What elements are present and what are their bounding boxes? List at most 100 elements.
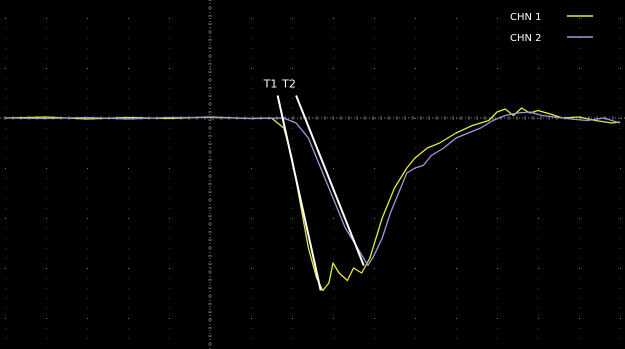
grid-dot [46, 268, 47, 269]
grid-dot [579, 48, 580, 49]
grid-dot [46, 308, 47, 309]
grid-dot [415, 298, 416, 299]
grid-dot [46, 258, 47, 259]
grid-dot [5, 148, 6, 149]
grid-dot [620, 98, 621, 99]
grid-dot [579, 288, 580, 289]
grid-dot [128, 68, 129, 69]
grid-dot [251, 168, 252, 169]
grid-dot [46, 328, 47, 329]
grid-dot [169, 138, 170, 139]
grid-dot [620, 48, 621, 49]
grid-dot [538, 168, 539, 169]
grid-dot [5, 18, 6, 19]
annotation-label-t2: T2 [281, 78, 296, 91]
grid-dot [292, 68, 293, 69]
grid-dot [251, 248, 252, 249]
grid-dot [128, 148, 129, 149]
grid-dot [620, 188, 621, 189]
grid-dot [128, 188, 129, 189]
grid-dot [333, 158, 334, 159]
grid-dot [169, 218, 170, 219]
grid-dot [620, 18, 621, 19]
grid-dot [292, 248, 293, 249]
grid-dot [456, 258, 457, 259]
grid-dot [169, 188, 170, 189]
grid-dot [251, 48, 252, 49]
grid-dot [497, 168, 498, 169]
grid-dot [579, 68, 580, 69]
grid-dot [374, 218, 375, 219]
grid-dot [579, 148, 580, 149]
grid-dot [5, 208, 6, 209]
grid-dot [333, 208, 334, 209]
grid-dot [292, 328, 293, 329]
grid-dot [374, 168, 375, 169]
grid-dot [333, 178, 334, 179]
grid-dot [128, 98, 129, 99]
grid-dot [374, 38, 375, 39]
grid-dot [251, 78, 252, 79]
grid-dot [128, 328, 129, 329]
grid-dot [169, 18, 170, 19]
grid-dot [538, 108, 539, 109]
grid-dot [251, 88, 252, 89]
grid-dot [497, 128, 498, 129]
grid-dot [210, 278, 211, 279]
grid-dot [415, 18, 416, 19]
grid-dot [251, 258, 252, 259]
grid-dot [415, 28, 416, 29]
grid-dot [5, 158, 6, 159]
grid-dot [538, 238, 539, 239]
grid-dot [415, 158, 416, 159]
grid-dot [5, 28, 6, 29]
grid-dot [538, 208, 539, 209]
grid-dot [169, 128, 170, 129]
grid-dot [333, 148, 334, 149]
grid-dot [5, 48, 6, 49]
grid-dot [374, 48, 375, 49]
grid-dot [415, 108, 416, 109]
grid-dot [456, 238, 457, 239]
grid-dot [87, 98, 88, 99]
grid-dot [46, 88, 47, 89]
grid-dot [5, 198, 6, 199]
grid-dot [251, 288, 252, 289]
grid-dot [5, 98, 6, 99]
grid-dot [579, 78, 580, 79]
grid-dot [456, 128, 457, 129]
grid-dot [169, 88, 170, 89]
grid-dot [169, 158, 170, 159]
grid-dot [579, 158, 580, 159]
grid-dot [333, 328, 334, 329]
grid-dot [620, 158, 621, 159]
grid-dot [46, 298, 47, 299]
grid-dot [497, 288, 498, 289]
grid-dot [333, 248, 334, 249]
grid-dot [87, 168, 88, 169]
grid-dot [169, 28, 170, 29]
grid-dot [87, 238, 88, 239]
grid-dot [46, 158, 47, 159]
grid-dot [251, 178, 252, 179]
grid-dot [46, 228, 47, 229]
grid-dot [210, 158, 211, 159]
grid-dot [456, 48, 457, 49]
grid-dot [251, 298, 252, 299]
grid-dot [538, 68, 539, 69]
grid-dot [251, 138, 252, 139]
grid-dot [374, 148, 375, 149]
grid-dot [333, 68, 334, 69]
grid-dot [46, 238, 47, 239]
grid-dot [169, 68, 170, 69]
grid-dot [5, 318, 6, 319]
grid-dot [128, 208, 129, 209]
grid-dot [292, 48, 293, 49]
grid-dot [128, 258, 129, 259]
grid-dot [374, 338, 375, 339]
grid-dot [456, 38, 457, 39]
grid-dot [5, 268, 6, 269]
grid-dot [210, 268, 211, 269]
grid-dot [292, 288, 293, 289]
